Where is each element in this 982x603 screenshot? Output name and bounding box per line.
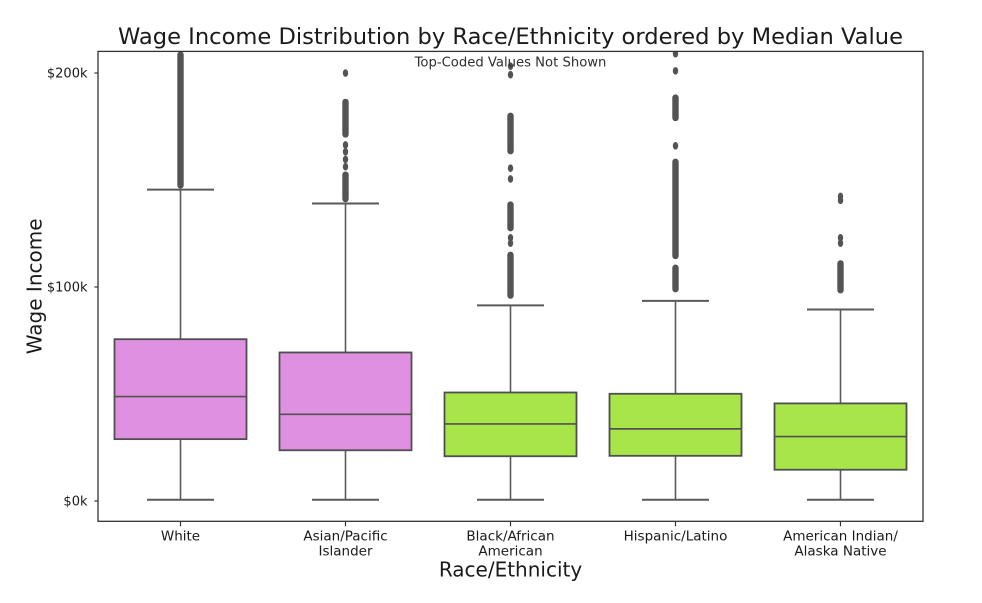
outlier-point [507, 233, 514, 242]
outlier-point [507, 239, 514, 247]
y-axis-label: Wage Income [23, 218, 47, 354]
y-tick-label: $100k [47, 281, 88, 296]
outlier-point [342, 155, 349, 164]
x-tick-label-line: American [478, 544, 542, 560]
x-tick-label-black-african-american: Black/African American [466, 528, 554, 559]
outlier-band [672, 94, 679, 122]
x-tick-label-line: Alaska Native [794, 544, 886, 560]
x-tick-label-asian-pacific-islander: Asian/Pacific Islander [303, 528, 387, 559]
box-group-black-african-american [443, 62, 578, 501]
outlier-band [342, 98, 349, 138]
outlier-point [507, 62, 514, 70]
outlier-point [342, 141, 349, 149]
outlier-band [837, 260, 844, 294]
outliers-american-indian-alaska-native [837, 192, 844, 294]
outlier-point [837, 233, 844, 242]
box-group-hispanic-latino [608, 51, 743, 501]
outlier-point [837, 239, 844, 247]
chart-title: Wage Income Distribution by Race/Ethnici… [118, 24, 903, 50]
x-tick-label-line: Hispanic/Latino [624, 528, 728, 544]
outliers-asian-pacific-islander [342, 69, 349, 203]
outlier-band [177, 51, 184, 189]
outlier-band [507, 112, 514, 155]
outlier-point [507, 70, 514, 79]
outlier-band [507, 251, 514, 299]
outlier-point [672, 67, 679, 75]
outlier-band [672, 158, 679, 260]
outlier-point [507, 175, 514, 183]
outliers-white [177, 51, 184, 189]
x-tick-label-line: American Indian/ [783, 528, 898, 544]
iqr-box [113, 338, 248, 441]
y-tick-label: $0k [63, 495, 88, 510]
outlier-point [672, 141, 679, 150]
x-axis-label: Race/Ethnicity [439, 558, 583, 582]
iqr-box [278, 351, 413, 452]
outliers-black-african-american [507, 62, 514, 299]
outlier-point [342, 162, 349, 171]
outlier-band [672, 264, 679, 293]
outlier-point [342, 147, 349, 156]
x-tick-label-american-indian-alaska-native: American Indian/Alaska Native [783, 528, 898, 559]
x-tick-label-line: Islander [318, 544, 372, 560]
chart-annotation: Top-Coded Values Not Shown [414, 55, 607, 70]
box-group-white [113, 51, 248, 501]
outlier-band [507, 201, 514, 232]
outlier-point [837, 192, 844, 201]
plot-frame [97, 50, 924, 522]
x-tick-label-line: White [161, 528, 200, 544]
outlier-point [342, 69, 349, 77]
x-tick-label-line: Asian/Pacific [303, 528, 387, 544]
box-group-asian-pacific-islander [278, 69, 413, 501]
box-group-american-indian-alaska-native [773, 192, 908, 501]
x-tick-label-hispanic-latino: Hispanic/Latino [624, 528, 728, 544]
outlier-band [342, 171, 349, 203]
y-tick-label: $200k [47, 67, 88, 82]
outlier-point [672, 51, 679, 58]
outliers-hispanic-latino [672, 51, 679, 293]
outlier-point [507, 164, 514, 173]
x-tick-label-white: White [161, 528, 200, 544]
iqr-box [608, 392, 743, 457]
x-tick-label-line: Black/African [466, 528, 554, 544]
